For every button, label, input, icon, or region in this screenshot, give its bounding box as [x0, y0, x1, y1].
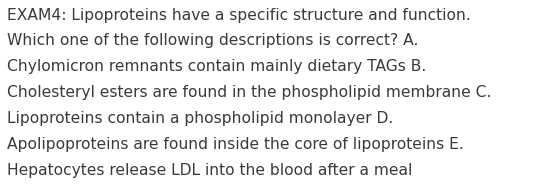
Text: Chylomicron remnants contain mainly dietary TAGs B.: Chylomicron remnants contain mainly diet… — [7, 59, 426, 74]
Text: Cholesteryl esters are found in the phospholipid membrane C.: Cholesteryl esters are found in the phos… — [7, 85, 491, 100]
Text: EXAM4: Lipoproteins have a specific structure and function.: EXAM4: Lipoproteins have a specific stru… — [7, 8, 470, 23]
Text: Hepatocytes release LDL into the blood after a meal: Hepatocytes release LDL into the blood a… — [7, 163, 412, 178]
Text: Lipoproteins contain a phospholipid monolayer D.: Lipoproteins contain a phospholipid mono… — [7, 111, 393, 126]
Text: Apolipoproteins are found inside the core of lipoproteins E.: Apolipoproteins are found inside the cor… — [7, 137, 464, 152]
Text: Which one of the following descriptions is correct? A.: Which one of the following descriptions … — [7, 33, 418, 49]
